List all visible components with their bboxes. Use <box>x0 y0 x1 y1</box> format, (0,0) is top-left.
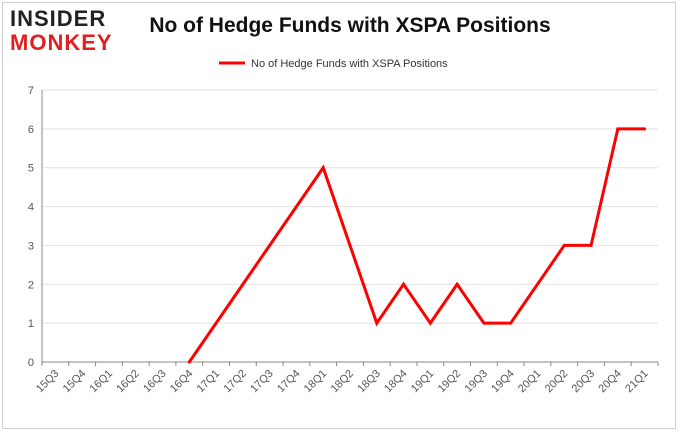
data-point <box>375 321 379 325</box>
data-point <box>482 321 486 325</box>
x-tick-label: 19Q4 <box>489 368 517 396</box>
logo-line-1: INSIDER <box>10 6 107 31</box>
y-tick-label: 6 <box>28 124 34 136</box>
x-tick-label: 20Q3 <box>570 368 598 396</box>
logo-line-2: MONKEY <box>10 30 113 55</box>
x-tick-label: 17Q4 <box>275 368 303 396</box>
chart-title: No of Hedge Funds with XSPA Positions <box>149 14 551 37</box>
x-tick-label: 19Q2 <box>436 368 464 396</box>
x-tick-label: 20Q4 <box>596 368 624 396</box>
x-tick-label: 18Q1 <box>302 368 330 396</box>
x-tick-label: 16Q1 <box>88 368 116 396</box>
y-tick-label: 7 <box>28 85 34 97</box>
y-tick-label: 0 <box>28 357 34 369</box>
x-tick-label: 18Q4 <box>382 368 410 396</box>
y-tick-label: 3 <box>28 240 34 252</box>
y-tick-label: 5 <box>28 163 34 175</box>
insider-monkey-logo: INSIDER MONKEY <box>10 8 128 54</box>
x-tick-label: 20Q1 <box>516 368 544 396</box>
x-tick-label: 17Q1 <box>195 368 223 396</box>
x-tick-label: 18Q2 <box>329 368 357 396</box>
y-tick-label: 2 <box>28 279 34 291</box>
data-point <box>509 321 513 325</box>
x-tick-label: 15Q3 <box>34 368 62 396</box>
x-tick-label: 17Q2 <box>221 368 249 396</box>
data-point <box>643 127 647 131</box>
data-point <box>455 282 459 286</box>
x-tick-label: 16Q4 <box>168 368 196 396</box>
x-tick-label: 17Q3 <box>248 368 276 396</box>
x-tick-label: 15Q4 <box>61 368 89 396</box>
data-point <box>187 360 191 364</box>
x-tick-label: 20Q2 <box>543 368 571 396</box>
x-tick-label: 21Q1 <box>623 368 651 396</box>
data-point <box>428 321 432 325</box>
y-tick-label: 4 <box>28 202 34 214</box>
x-tick-label: 16Q3 <box>141 368 169 396</box>
y-tick-label: 1 <box>28 318 34 330</box>
data-point <box>589 243 593 247</box>
data-point <box>321 166 325 170</box>
series-line <box>188 127 645 363</box>
x-tick-label: 16Q2 <box>114 368 142 396</box>
x-tick-label: 18Q3 <box>355 368 383 396</box>
data-point <box>616 127 620 131</box>
x-tick-label: 19Q1 <box>409 368 437 396</box>
data-point <box>402 282 406 286</box>
data-point <box>562 243 566 247</box>
x-tick-label: 19Q3 <box>463 368 491 396</box>
legend-label: No of Hedge Funds with XSPA Positions <box>251 58 448 70</box>
